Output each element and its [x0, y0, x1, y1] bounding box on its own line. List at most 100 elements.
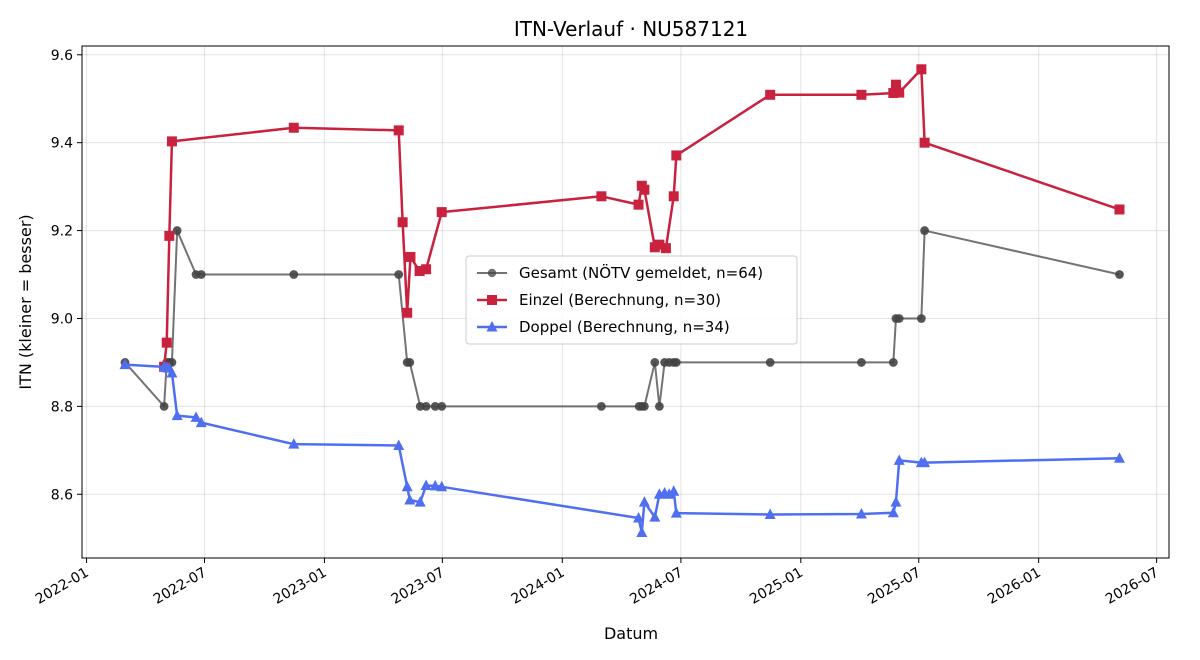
data-point-doppel [171, 409, 183, 421]
y-tick-label: 9.2 [51, 224, 73, 240]
x-tick-label: 2025-07 [865, 565, 924, 608]
data-point-gesamt [650, 358, 660, 367]
data-point-doppel [633, 512, 645, 523]
data-point-gesamt [437, 401, 447, 411]
data-point-einzel [660, 243, 671, 254]
data-point-gesamt [394, 270, 404, 279]
data-point-einzel [164, 230, 175, 241]
data-point-einzel [421, 264, 432, 275]
data-point-doppel [166, 366, 178, 378]
data-point-doppel [429, 479, 441, 491]
y-tick-label: 9.6 [51, 48, 73, 64]
y-axis-label: ITN (kleiner = besser) [16, 214, 35, 389]
data-point-gesamt [159, 401, 169, 411]
x-tick-label: 2026-07 [1103, 565, 1162, 608]
data-point-einzel [1114, 204, 1125, 215]
data-point-doppel [668, 485, 680, 496]
data-point-einzel [888, 88, 899, 99]
x-tick-label: 2022-01 [33, 565, 92, 608]
data-point-doppel [288, 438, 300, 449]
data-point-gesamt [405, 358, 415, 367]
data-point-gesamt [894, 314, 904, 323]
y-tick-label: 9.0 [51, 311, 73, 327]
data-point-einzel [397, 217, 408, 228]
data-point-gesamt [671, 358, 681, 367]
legend-marker-doppel [486, 321, 498, 332]
data-point-gesamt [289, 270, 299, 279]
y-tick-label: 8.8 [51, 399, 73, 415]
data-point-einzel [856, 89, 867, 100]
data-point-doppel [638, 496, 650, 507]
data-point-einzel [393, 125, 404, 136]
data-point-einzel [436, 207, 447, 218]
x-tick-label: 2023-07 [389, 565, 448, 608]
x-tick-label: 2024-01 [509, 565, 568, 608]
y-tick-label: 9.4 [51, 136, 73, 152]
x-tick-label: 2025-01 [747, 565, 806, 608]
data-point-gesamt [654, 401, 664, 411]
legend-label-gesamt: Gesamt (NÖTV gemeldet, n=64) [519, 263, 763, 282]
data-point-gesamt [430, 401, 440, 411]
series-doppel [119, 358, 1125, 538]
data-point-einzel [919, 137, 930, 148]
data-point-doppel [890, 496, 902, 507]
data-point-doppel [670, 507, 682, 518]
data-point-gesamt [1115, 270, 1124, 279]
data-point-einzel [765, 89, 776, 100]
data-point-doppel [436, 480, 448, 492]
legend-label-einzel: Einzel (Berechnung, n=30) [519, 291, 721, 309]
data-point-doppel [195, 416, 207, 428]
data-point-einzel [916, 64, 927, 75]
x-tick-label: 2024-07 [627, 565, 686, 608]
data-point-einzel [402, 307, 413, 318]
data-point-gesamt [596, 401, 606, 411]
data-point-doppel [119, 358, 131, 370]
series-line-doppel [124, 363, 1120, 534]
legend-marker-einzel [487, 295, 497, 305]
data-point-doppel [393, 439, 405, 450]
data-point-gesamt [196, 270, 206, 279]
grid [82, 46, 1169, 558]
data-point-einzel [654, 239, 665, 250]
data-point-einzel [596, 191, 607, 202]
y-tick-label: 8.6 [51, 487, 73, 503]
data-point-doppel [663, 488, 675, 499]
data-point-gesamt [857, 358, 866, 367]
data-point-einzel [671, 150, 682, 161]
legend-marker-gesamt [487, 268, 497, 278]
data-point-einzel [894, 87, 905, 98]
data-point-einzel [166, 136, 177, 147]
series-line-gesamt [124, 229, 1120, 408]
data-point-einzel [288, 122, 299, 133]
data-point-doppel [414, 496, 426, 507]
data-point-gesamt [916, 314, 926, 323]
data-point-doppel [855, 508, 867, 519]
series-einzel [159, 64, 1125, 372]
data-point-gesamt [920, 226, 930, 235]
chart-title: ITN-Verlauf · NU587121 [514, 17, 748, 41]
data-point-gesamt [639, 401, 649, 411]
data-point-doppel [636, 526, 648, 538]
data-point-doppel [420, 479, 432, 490]
legend-box [465, 255, 798, 345]
data-point-doppel [887, 506, 899, 518]
plot-frame [81, 45, 1170, 559]
data-point-doppel [919, 456, 931, 468]
series-gesamt [120, 226, 1124, 411]
x-tick-label: 2022-07 [151, 565, 210, 608]
legend: Gesamt (NÖTV gemeldet, n=64) Einzel (Ber… [465, 255, 798, 345]
data-point-doppel [404, 493, 416, 505]
data-point-einzel [890, 79, 901, 90]
data-point-gesamt [421, 401, 431, 411]
data-point-doppel [649, 511, 661, 522]
data-point-doppel [1113, 452, 1125, 463]
series-layer [119, 64, 1125, 538]
data-point-doppel [764, 508, 776, 519]
x-tick-label: 2026-01 [985, 565, 1044, 608]
data-point-einzel [668, 191, 679, 202]
data-point-einzel [414, 266, 425, 277]
data-point-doppel [401, 480, 413, 492]
data-point-einzel [161, 337, 172, 348]
